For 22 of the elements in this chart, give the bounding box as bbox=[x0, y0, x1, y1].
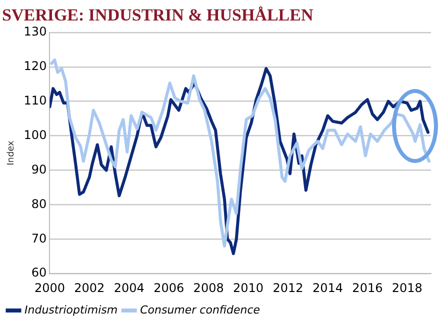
x-tick-label: 2008 bbox=[193, 280, 224, 295]
y-tick-label: 90 bbox=[31, 162, 47, 176]
y-tick-label: 130 bbox=[24, 24, 47, 39]
chart-title: SVERIGE: INDUSTRIN & HUSHÅLLEN bbox=[2, 6, 314, 25]
x-tick-label: 2018 bbox=[392, 280, 422, 295]
y-tick-label: 80 bbox=[31, 196, 47, 211]
x-tick-label: 2006 bbox=[154, 280, 184, 295]
x-tick-label: 2002 bbox=[74, 280, 105, 295]
y-tick-label: 70 bbox=[31, 231, 47, 246]
legend-label: Industrioptimism bbox=[24, 303, 118, 316]
x-tick-label: 2004 bbox=[114, 280, 144, 295]
legend-label: Consumer confidence bbox=[140, 303, 260, 316]
x-tick-label: 2000 bbox=[34, 280, 65, 295]
y-tick-label: 60 bbox=[31, 266, 47, 280]
y-tick-label: 120 bbox=[24, 58, 47, 73]
x-tick-label: 2016 bbox=[352, 280, 383, 295]
y-axis-title: Index bbox=[6, 140, 17, 166]
y-tick-label: 110 bbox=[24, 93, 47, 108]
y-tick-label: 100 bbox=[24, 128, 47, 142]
x-tick-label: 2014 bbox=[312, 280, 344, 295]
x-tick-label: 2012 bbox=[272, 280, 304, 295]
x-tick-label: 2010 bbox=[233, 280, 264, 295]
